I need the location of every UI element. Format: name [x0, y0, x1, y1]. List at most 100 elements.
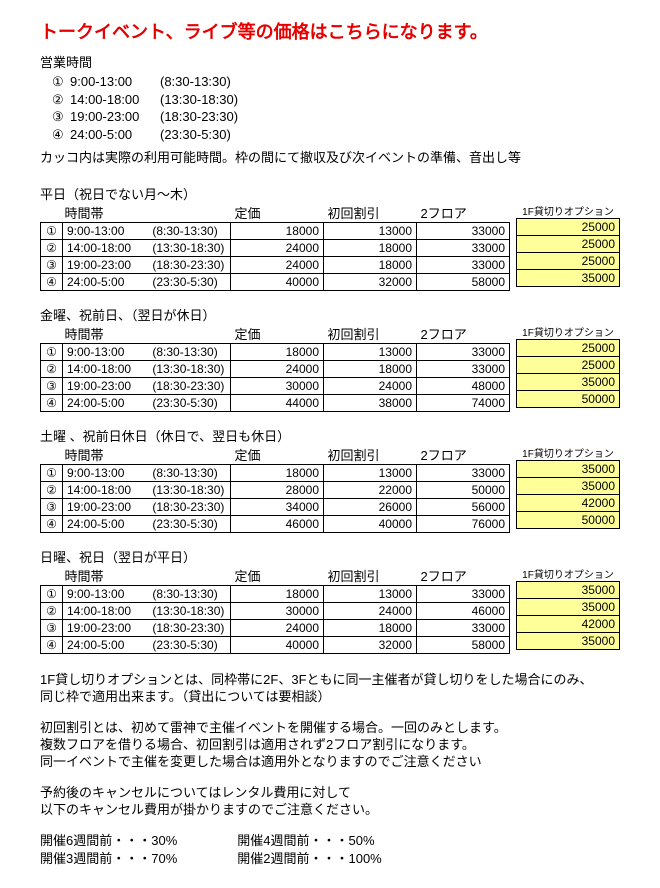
- hdr-opt: 1F貸切りオプション: [517, 203, 620, 219]
- row-time: 24:00-5:00 (23:30-5:30): [63, 637, 231, 654]
- row-twof: 33000: [417, 465, 510, 482]
- hdr-first: 初回割引: [324, 566, 417, 586]
- row-twof: 58000: [417, 637, 510, 654]
- table-row: ④24:00-5:00 (23:30-5:30)400003200058000: [41, 637, 510, 654]
- row-time: 24:00-5:00 (23:30-5:30): [63, 274, 231, 291]
- explain-block: 1F貸し切りオプションとは、同枠帯に2F、3Fともに同一主催者が貸し切りをした場…: [40, 672, 620, 867]
- slot-actual: (8:30-13:30): [160, 74, 231, 89]
- row-twof: 56000: [417, 499, 510, 516]
- opt-row: 35000: [517, 374, 620, 391]
- table-row: ①9:00-13:00 (8:30-13:30)180001300033000: [41, 586, 510, 603]
- explain-2c: 同一イベントで主催を変更した場合は適用外となりますのでご注意ください: [40, 754, 482, 769]
- hdr-first: 初回割引: [324, 203, 417, 223]
- row-price: 24000: [231, 361, 324, 378]
- price-section: 金曜、祝前日、（翌日が休日）時間帯定価初回割引2フロア①9:00-13:00 (…: [40, 305, 620, 412]
- row-first: 13000: [324, 465, 417, 482]
- hdr-price: 定価: [231, 324, 324, 344]
- table-header-row: 時間帯定価初回割引2フロア: [41, 324, 510, 344]
- opt-row: 35000: [517, 270, 620, 287]
- row-twof: 33000: [417, 361, 510, 378]
- row-num: ②: [41, 482, 63, 499]
- row-first: 18000: [324, 240, 417, 257]
- opt-val: 35000: [517, 461, 620, 478]
- table-row: ②14:00-18:00 (13:30-18:30)24000180003300…: [41, 240, 510, 257]
- biz-hours-row: ③19:00-23:00(18:30-23:30): [52, 108, 620, 126]
- slot-actual: (23:30-5:30): [160, 127, 231, 142]
- row-num: ④: [41, 637, 63, 654]
- row-time: 19:00-23:00 (18:30-23:30): [63, 257, 231, 274]
- row-twof: 33000: [417, 344, 510, 361]
- opt-val: 25000: [517, 357, 620, 374]
- opt-val: 35000: [517, 478, 620, 495]
- opt-row: 35000: [517, 478, 620, 495]
- row-twof: 33000: [417, 240, 510, 257]
- slot-time: 19:00-23:00: [70, 108, 160, 126]
- section-title: 土曜 、祝前日休日（休日で、翌日も休日）: [40, 426, 620, 445]
- opt-row: 25000: [517, 340, 620, 357]
- row-price: 18000: [231, 223, 324, 240]
- opt-row: 42000: [517, 495, 620, 512]
- opt-val: 35000: [517, 582, 620, 599]
- row-num: ②: [41, 361, 63, 378]
- opt-row: 35000: [517, 599, 620, 616]
- table-header-row: 時間帯定価初回割引2フロア: [41, 566, 510, 586]
- row-num: ①: [41, 223, 63, 240]
- row-time: 24:00-5:00 (23:30-5:30): [63, 516, 231, 533]
- opt-val: 50000: [517, 391, 620, 408]
- opt-val: 25000: [517, 236, 620, 253]
- opt-val: 35000: [517, 374, 620, 391]
- table-row: ③19:00-23:00 (18:30-23:30)30000240004800…: [41, 378, 510, 395]
- row-num: ④: [41, 516, 63, 533]
- row-price: 44000: [231, 395, 324, 412]
- section-title: 平日（祝日でない月～木）: [40, 184, 620, 203]
- opt-row: 35000: [517, 582, 620, 599]
- row-time: 14:00-18:00 (13:30-18:30): [63, 482, 231, 499]
- row-time: 19:00-23:00 (18:30-23:30): [63, 620, 231, 637]
- cancel-line: 開催4週間前・・・50%: [237, 832, 381, 850]
- hdr-twof: 2フロア: [417, 203, 510, 223]
- cancel-line: 開催2週間前・・・100%: [237, 850, 381, 868]
- row-price: 28000: [231, 482, 324, 499]
- opt-val: 25000: [517, 253, 620, 270]
- row-price: 18000: [231, 344, 324, 361]
- cancel-columns: 開催6週間前・・・30%開催3週間前・・・70% 開催4週間前・・・50%開催2…: [40, 832, 620, 867]
- row-first: 13000: [324, 223, 417, 240]
- row-first: 18000: [324, 620, 417, 637]
- table-row: ④24:00-5:00 (23:30-5:30)400003200058000: [41, 274, 510, 291]
- opt-row: 35000: [517, 633, 620, 650]
- price-table: 時間帯定価初回割引2フロア①9:00-13:00 (8:30-13:30)180…: [40, 566, 510, 654]
- table-header-row: 時間帯定価初回割引2フロア: [41, 445, 510, 465]
- row-num: ②: [41, 603, 63, 620]
- hdr-first: 初回割引: [324, 445, 417, 465]
- row-num: ②: [41, 240, 63, 257]
- row-price: 40000: [231, 274, 324, 291]
- explain-1a: 1F貸し切りオプションとは、同枠帯に2F、3Fともに同一主催者が貸し切りをした場…: [40, 672, 593, 687]
- row-time: 9:00-13:00 (8:30-13:30): [63, 586, 231, 603]
- price-section: 土曜 、祝前日休日（休日で、翌日も休日）時間帯定価初回割引2フロア①9:00-1…: [40, 426, 620, 533]
- row-price: 24000: [231, 257, 324, 274]
- table-row: ②14:00-18:00 (13:30-18:30)28000220005000…: [41, 482, 510, 499]
- opt-row: 50000: [517, 391, 620, 408]
- hdr-twof: 2フロア: [417, 324, 510, 344]
- opt-val: 50000: [517, 512, 620, 529]
- opt-table: 1F貸切りオプション35000350004200050000: [516, 445, 620, 529]
- row-first: 26000: [324, 499, 417, 516]
- biz-hours-note: カッコ内は実際の利用可能時間。枠の間にて撤収及び次イベントの準備、音出し等: [40, 147, 620, 166]
- explain-2a: 初回割引とは、初めて雷神で主催イベントを開催する場合。一回のみとします。: [40, 720, 507, 735]
- opt-val: 35000: [517, 599, 620, 616]
- biz-hours-row: ④24:00-5:00(23:30-5:30): [52, 126, 620, 144]
- row-twof: 33000: [417, 586, 510, 603]
- slot-time: 9:00-13:00: [70, 73, 160, 91]
- row-price: 30000: [231, 603, 324, 620]
- section-title: 日曜、祝日（翌日が平日）: [40, 547, 620, 566]
- opt-table: 1F貸切りオプション25000250003500050000: [516, 324, 620, 408]
- table-row: ③19:00-23:00 (18:30-23:30)24000180003300…: [41, 620, 510, 637]
- table-row: ②14:00-18:00 (13:30-18:30)24000180003300…: [41, 361, 510, 378]
- row-num: ③: [41, 257, 63, 274]
- row-price: 34000: [231, 499, 324, 516]
- row-time: 24:00-5:00 (23:30-5:30): [63, 395, 231, 412]
- price-section: 平日（祝日でない月～木）時間帯定価初回割引2フロア①9:00-13:00 (8:…: [40, 184, 620, 291]
- row-first: 40000: [324, 516, 417, 533]
- table-row: ①9:00-13:00 (8:30-13:30)180001300033000: [41, 344, 510, 361]
- table-row: ①9:00-13:00 (8:30-13:30)180001300033000: [41, 465, 510, 482]
